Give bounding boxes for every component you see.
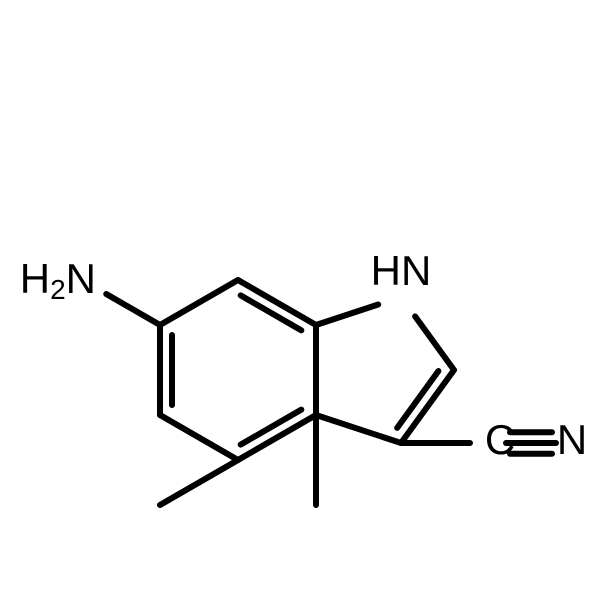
bond (316, 415, 401, 443)
bond (160, 460, 238, 505)
atom-label-N_cn: N (557, 416, 587, 463)
bond (401, 370, 454, 443)
bond (316, 305, 378, 325)
bond (160, 280, 238, 325)
bond (160, 415, 238, 460)
bond (106, 294, 160, 325)
bond (415, 316, 454, 370)
molecule-diagram: HN CN H2N (0, 0, 600, 600)
atom-label-H2N: H2N (20, 255, 96, 305)
atom-label-HN: HN (371, 247, 432, 294)
atom-label-C_cN: C (485, 416, 515, 463)
